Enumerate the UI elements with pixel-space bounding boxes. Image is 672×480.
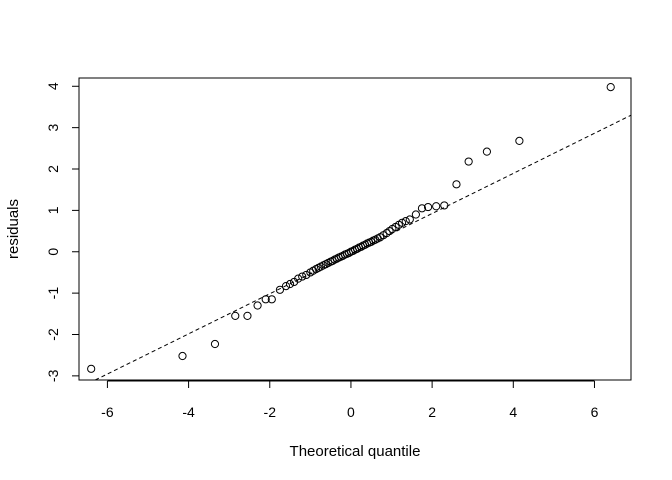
data-point	[285, 279, 295, 289]
data-point	[261, 295, 270, 304]
y-tick-label: 0	[45, 248, 61, 256]
y-axis-label: residuals	[5, 199, 22, 259]
y-axis: -3 -2 -1 0 1 2 3 4	[45, 82, 80, 382]
y-tick-label: 1	[45, 206, 61, 214]
data-point	[253, 301, 262, 310]
data-point	[367, 237, 376, 246]
y-tick-label: 3	[45, 124, 61, 132]
data-point	[405, 215, 414, 224]
x-tick-label: 4	[509, 404, 517, 420]
y-tick-label: -3	[45, 369, 61, 382]
data-point	[417, 204, 427, 213]
x-axis: -6 -4 -2 0 2 4 6	[101, 380, 599, 420]
data-point	[432, 202, 441, 211]
data-point	[87, 364, 96, 373]
data-point	[352, 244, 362, 253]
data-point	[231, 311, 240, 320]
data-point	[411, 210, 420, 219]
data-point	[440, 201, 449, 210]
x-tick-label: 6	[591, 404, 599, 420]
x-tick-label: 0	[347, 404, 355, 420]
data-point	[397, 218, 407, 227]
data-point	[275, 285, 285, 294]
y-tick-label: 2	[45, 165, 61, 173]
plot-frame	[78, 77, 632, 381]
data-point	[298, 272, 307, 281]
y-tick-label: -2	[45, 328, 61, 341]
data-point	[385, 226, 394, 236]
data-point	[606, 83, 615, 92]
data-point	[515, 136, 524, 145]
data-point	[423, 202, 433, 212]
data-point	[328, 256, 337, 265]
data-point	[281, 281, 291, 291]
data-point	[401, 217, 410, 226]
data-point	[178, 351, 187, 361]
x-tick-label: 2	[428, 404, 436, 420]
data-point	[482, 147, 492, 156]
data-point	[356, 242, 366, 251]
data-point	[452, 180, 461, 189]
data-point	[348, 246, 358, 256]
reference-line-layer	[95, 114, 632, 381]
x-tick-label: -2	[264, 404, 277, 420]
reference-line	[95, 114, 632, 381]
data-point	[210, 339, 220, 349]
data-point	[294, 274, 303, 283]
x-axis-label: Theoretical quantile	[290, 443, 421, 460]
data-point	[302, 270, 311, 280]
x-tick-label: -4	[182, 404, 195, 420]
y-tick-label: 4	[45, 82, 61, 90]
data-point	[243, 311, 252, 320]
x-tick-label: -6	[101, 404, 114, 420]
data-point	[464, 157, 473, 166]
points-layer	[87, 83, 615, 373]
data-point	[267, 295, 276, 304]
y-tick-label: -1	[45, 287, 61, 300]
data-point	[382, 229, 391, 238]
data-point	[344, 248, 354, 258]
